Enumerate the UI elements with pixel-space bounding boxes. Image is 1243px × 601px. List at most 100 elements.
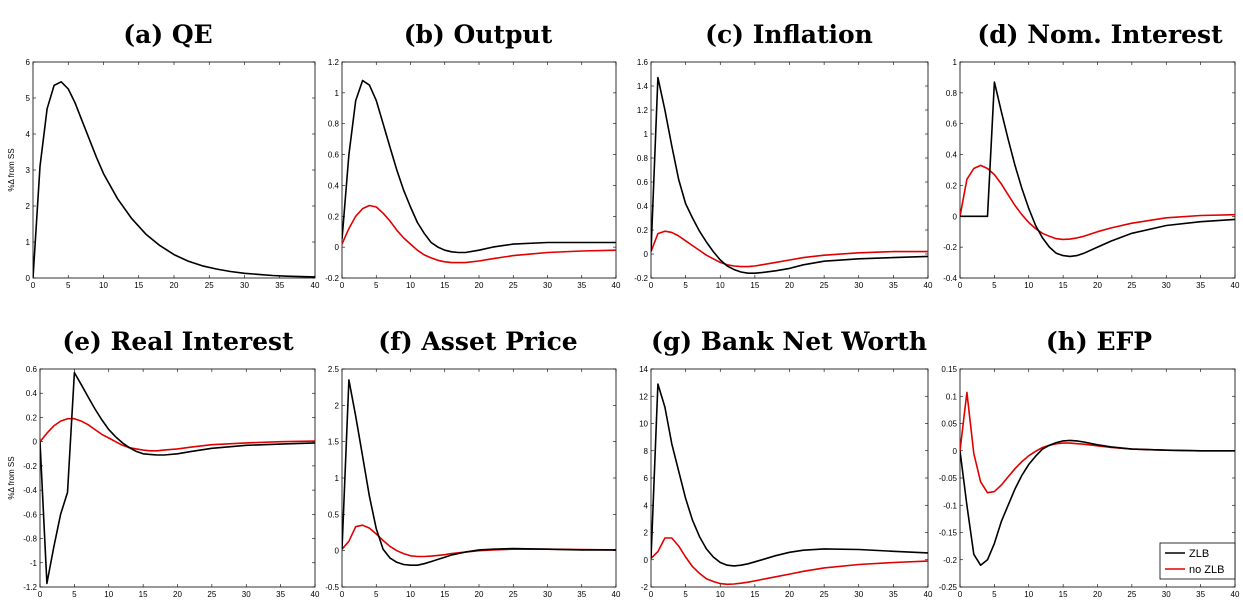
y-tick-label: 0.2 [946, 181, 958, 190]
y-tick-label: 0.2 [328, 212, 340, 221]
plot-frame [341, 61, 617, 279]
series-line-zlb [651, 383, 928, 567]
x-tick-label: 25 [820, 281, 829, 290]
y-tick-label: 0.8 [637, 154, 649, 163]
y-tick-label: -0.2 [943, 556, 957, 565]
y-tick-label: 1 [335, 474, 340, 483]
series-line-zlb [960, 81, 1235, 258]
y-tick-label: 2 [644, 529, 649, 538]
y-tick-label: -0.25 [939, 583, 958, 592]
y-tick-label: 0.4 [946, 151, 958, 160]
x-tick-label: 10 [104, 590, 113, 599]
x-tick-label: 15 [440, 590, 449, 599]
y-tick-label: 0 [335, 243, 340, 252]
x-tick-label: 40 [924, 590, 933, 599]
y-tick-label: -0.05 [939, 474, 958, 483]
x-tick-label: 5 [992, 590, 997, 599]
y-tick-label: 1 [953, 58, 958, 67]
panel-title: (d) Nom. Interest [977, 20, 1223, 49]
series-line-no-zlb [40, 417, 315, 452]
y-tick-label: 0 [644, 250, 649, 259]
y-axis-label: %Δ from SS [7, 456, 16, 499]
plot-frame [650, 368, 929, 588]
y-tick-label: -0.2 [23, 462, 37, 471]
y-tick-label: 6 [26, 58, 31, 67]
y-tick-label: 0.6 [637, 178, 649, 187]
x-tick-label: 5 [374, 281, 379, 290]
y-tick-label: 0 [26, 274, 31, 283]
x-tick-label: 35 [577, 590, 586, 599]
x-tick-label: 25 [1127, 281, 1136, 290]
x-tick-label: 30 [242, 590, 251, 599]
x-tick-label: 35 [276, 590, 285, 599]
x-tick-label: 5 [66, 281, 71, 290]
x-tick-label: 15 [1059, 281, 1068, 290]
x-tick-label: 25 [207, 590, 216, 599]
x-tick-label: 35 [1196, 281, 1205, 290]
x-tick-label: 0 [649, 590, 654, 599]
x-tick-label: 30 [854, 590, 863, 599]
x-tick-label: 10 [406, 590, 415, 599]
y-tick-label: -0.4 [23, 486, 37, 495]
x-tick-label: 15 [750, 281, 759, 290]
x-tick-label: 0 [958, 590, 963, 599]
y-tick-label: 12 [639, 392, 648, 401]
x-tick-label: 40 [612, 590, 621, 599]
y-tick-label: -0.15 [939, 529, 958, 538]
y-tick-label: 0.2 [637, 226, 649, 235]
y-tick-label: 5 [26, 94, 31, 103]
x-tick-label: 20 [475, 281, 484, 290]
y-tick-label: 0.1 [946, 392, 958, 401]
y-tick-label: 10 [639, 420, 648, 429]
plot-frame [39, 368, 316, 588]
plot-frame [959, 61, 1236, 279]
y-tick-label: -0.4 [943, 274, 957, 283]
y-tick-label: 0.6 [26, 365, 38, 374]
panel-title: (e) Real Interest [62, 327, 294, 356]
y-tick-label: 0.8 [946, 89, 958, 98]
y-tick-label: -1.2 [23, 583, 37, 592]
x-tick-label: 15 [440, 281, 449, 290]
y-tick-label: -0.6 [23, 510, 37, 519]
x-tick-label: 15 [1059, 590, 1068, 599]
x-tick-label: 30 [240, 281, 249, 290]
series-line-no-zlb [651, 537, 928, 586]
y-tick-label: 2 [26, 202, 31, 211]
y-tick-label: -0.2 [634, 274, 648, 283]
y-tick-label: 1.6 [637, 58, 649, 67]
x-tick-label: 15 [139, 590, 148, 599]
y-tick-label: 2 [335, 401, 340, 410]
y-tick-label: 3 [26, 166, 31, 175]
x-tick-label: 40 [924, 281, 933, 290]
x-tick-label: 35 [1196, 590, 1205, 599]
panel-title: (h) EFP [1046, 327, 1152, 356]
y-tick-label: 2.5 [328, 365, 340, 374]
x-tick-label: 10 [716, 281, 725, 290]
y-tick-label: 0 [335, 547, 340, 556]
y-tick-label: 0.4 [26, 389, 38, 398]
y-tick-label: -1 [30, 559, 38, 568]
y-tick-label: 6 [644, 474, 649, 483]
x-tick-label: 35 [275, 281, 284, 290]
series-line-zlb [651, 76, 928, 275]
y-tick-label: -0.2 [943, 243, 957, 252]
y-tick-label: 0 [33, 438, 38, 447]
y-tick-label: 1.4 [637, 82, 649, 91]
x-tick-label: 10 [1024, 590, 1033, 599]
x-tick-label: 15 [750, 590, 759, 599]
y-tick-label: -0.8 [23, 535, 37, 544]
x-tick-label: 30 [854, 281, 863, 290]
x-tick-label: 25 [820, 590, 829, 599]
y-tick-label: 0.5 [328, 510, 340, 519]
panel-title: (b) Output [404, 20, 553, 49]
x-tick-label: 10 [716, 590, 725, 599]
x-tick-label: 30 [1162, 590, 1171, 599]
x-tick-label: 0 [38, 590, 43, 599]
y-tick-label: 0 [953, 212, 958, 221]
legend-label-zlb: ZLB [1189, 548, 1209, 560]
x-tick-label: 5 [683, 590, 688, 599]
